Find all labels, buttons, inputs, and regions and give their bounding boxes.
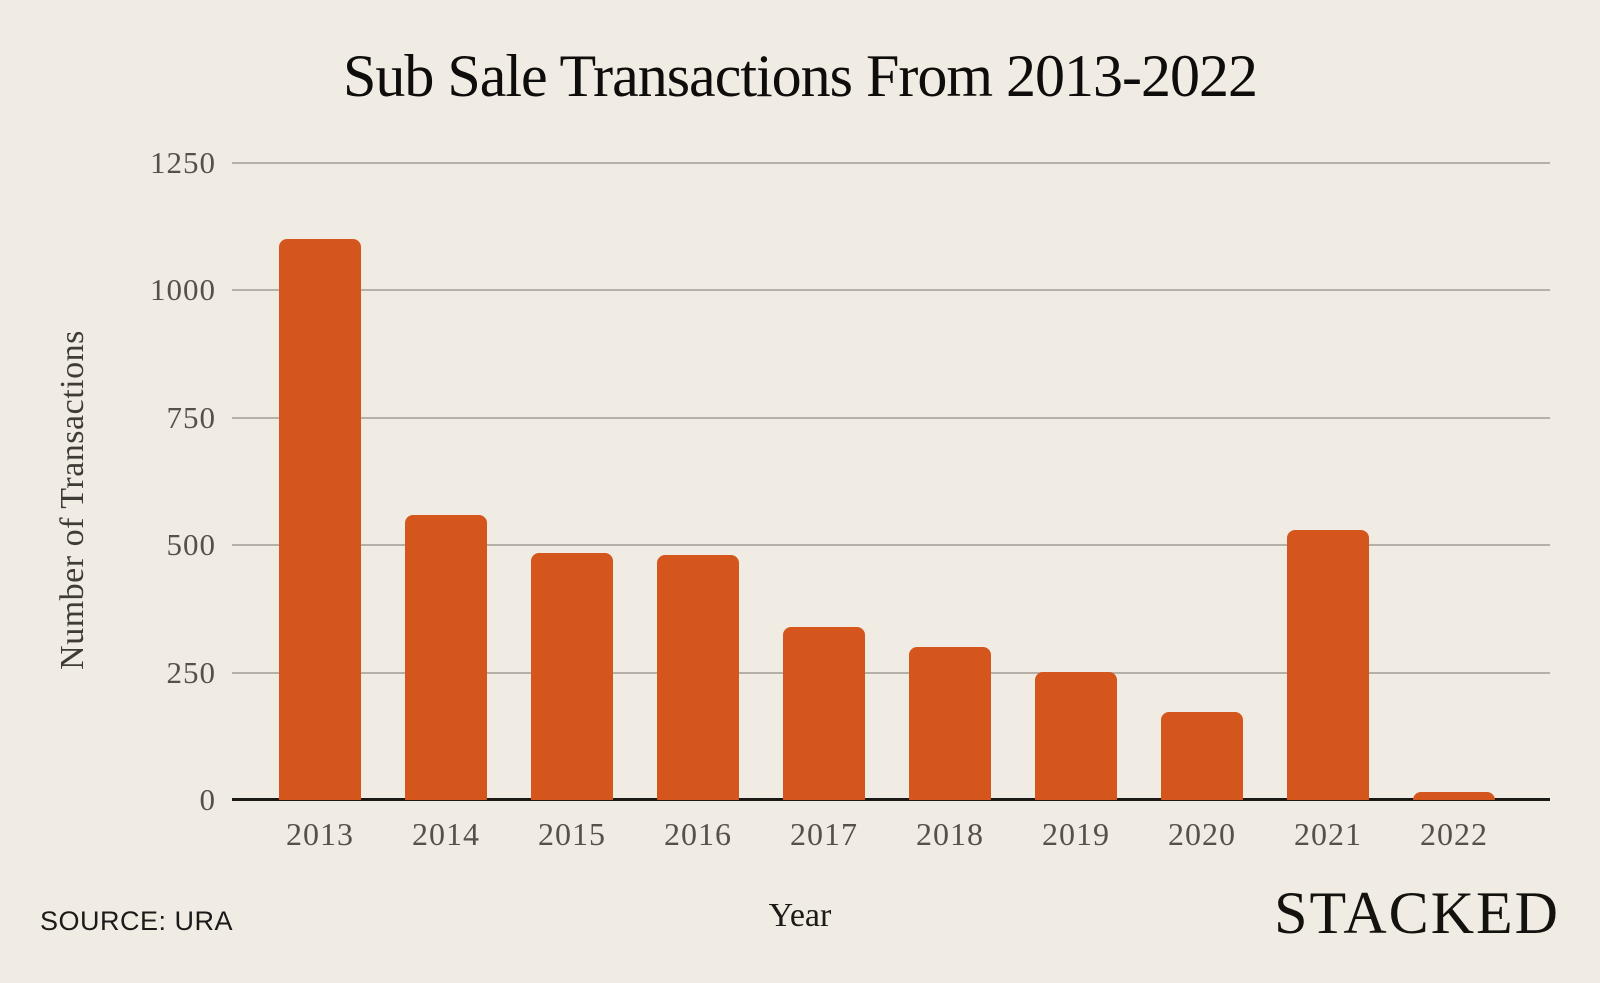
x-tick-label: 2015 — [538, 816, 606, 852]
x-tick-label: 2017 — [790, 816, 858, 852]
bar-2022 — [1413, 792, 1495, 800]
bar-2013 — [279, 239, 361, 800]
x-tick-label: 2019 — [1042, 816, 1110, 852]
bar-2018 — [909, 647, 991, 800]
x-axis-tick-labels: 2013 2014 2015 2016 2017 2018 2019 2020 2021 2022 — [232, 814, 1550, 858]
y-tick-label: 1000 — [150, 272, 216, 308]
y-axis-tick-labels: 0 250 500 750 1000 1250 — [0, 146, 216, 817]
x-tick-label: 2016 — [664, 816, 732, 852]
y-tick-label: 1250 — [150, 145, 216, 180]
bar-2014 — [405, 514, 487, 800]
y-tick-label: 0 — [199, 782, 216, 817]
chart-title: Sub Sale Transactions From 2013-2022 — [342, 43, 1258, 109]
x-axis-title: Year — [768, 897, 832, 934]
bar-2020 — [1161, 712, 1243, 800]
x-tick-label: 2018 — [916, 816, 984, 852]
gridline — [232, 671, 1550, 674]
x-tick-label: 2021 — [1294, 816, 1362, 852]
x-tick-label: 2022 — [1420, 816, 1488, 852]
gridline — [232, 162, 1550, 164]
bar-2015 — [531, 552, 613, 800]
bar-2019 — [1035, 671, 1117, 800]
brand-logo: STACKED — [1274, 880, 1560, 946]
x-axis-line — [232, 798, 1550, 801]
y-tick-label: 750 — [166, 399, 216, 435]
gridline — [232, 289, 1550, 292]
plot-area — [232, 162, 1550, 801]
y-tick-label: 500 — [166, 527, 216, 563]
x-tick-label: 2020 — [1168, 816, 1236, 852]
y-tick-label: 250 — [166, 654, 216, 690]
source-note: SOURCE: URA — [40, 906, 234, 936]
x-tick-label: 2014 — [412, 816, 480, 852]
gridline — [232, 416, 1550, 419]
bar-2021 — [1287, 529, 1369, 800]
bar-2016 — [657, 555, 739, 800]
bar-2017 — [783, 626, 865, 800]
gridline — [232, 544, 1550, 547]
x-tick-label: 2013 — [286, 816, 354, 852]
